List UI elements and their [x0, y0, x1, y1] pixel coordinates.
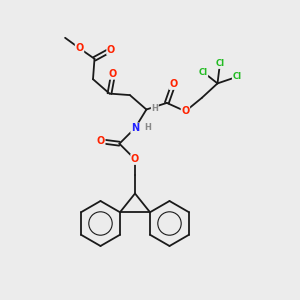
Text: Cl: Cl	[215, 59, 224, 68]
Text: H: H	[152, 103, 158, 112]
Text: O: O	[107, 45, 115, 55]
Text: H: H	[144, 123, 151, 132]
Text: O: O	[181, 106, 190, 116]
Text: Cl: Cl	[199, 68, 208, 76]
Text: O: O	[97, 136, 105, 146]
Text: N: N	[131, 123, 139, 133]
Text: O: O	[169, 79, 178, 89]
Text: O: O	[109, 69, 117, 79]
Text: O: O	[131, 154, 139, 164]
Text: O: O	[75, 43, 84, 53]
Text: Cl: Cl	[232, 72, 242, 81]
